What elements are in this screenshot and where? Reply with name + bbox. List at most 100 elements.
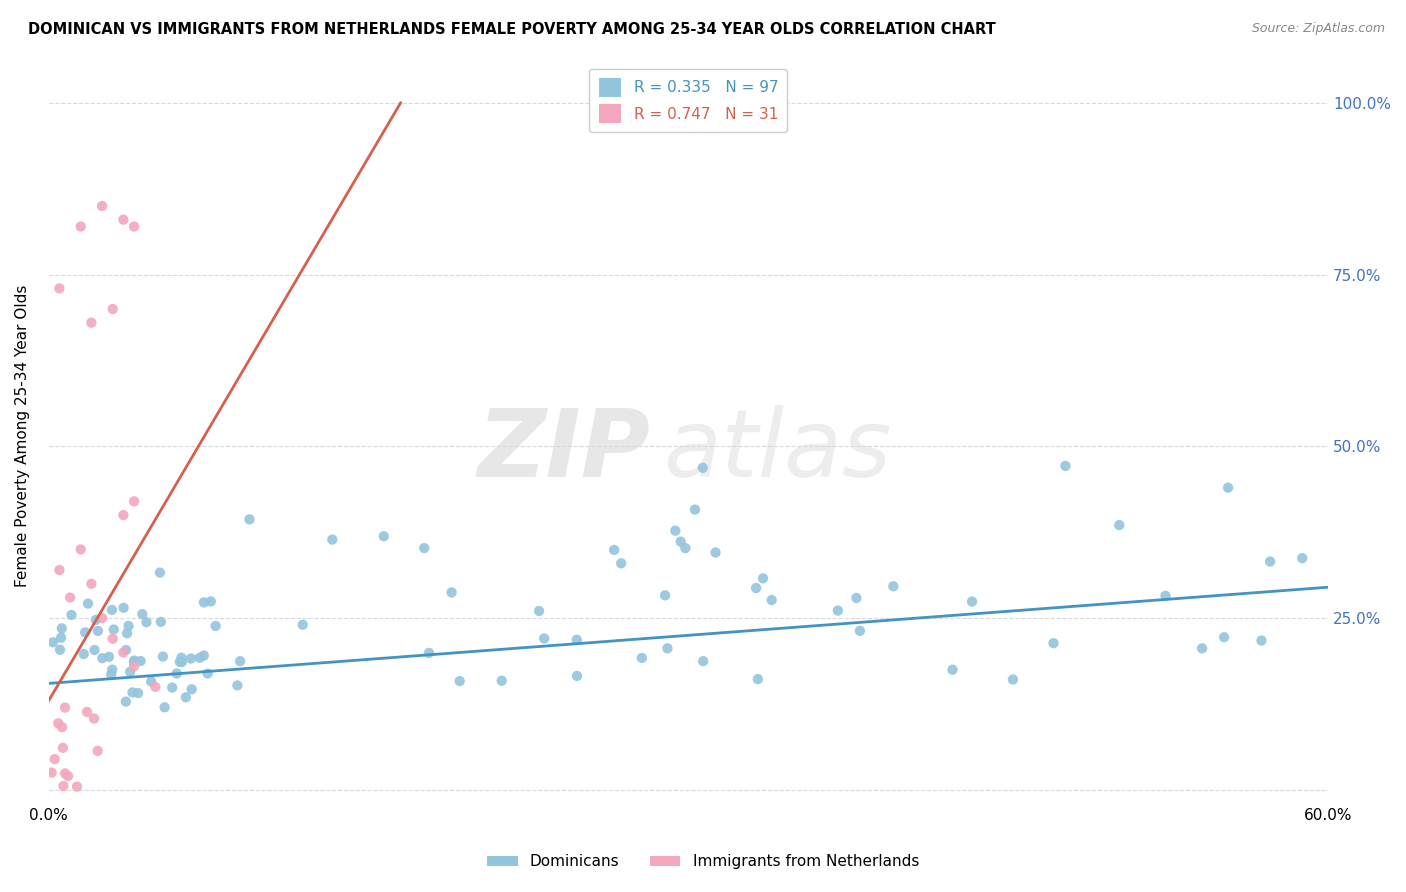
Point — [610, 556, 633, 570]
Point — [112, 600, 135, 615]
Point — [960, 594, 983, 608]
Point — [683, 502, 706, 516]
Text: Source: ZipAtlas.com: Source: ZipAtlas.com — [1251, 22, 1385, 36]
Point — [49, 631, 72, 645]
Point — [197, 666, 219, 681]
Point — [56, 769, 79, 783]
Point — [59, 591, 82, 605]
Point — [122, 655, 145, 669]
Point — [603, 543, 626, 558]
Point — [91, 199, 114, 213]
Point — [238, 512, 260, 526]
Point — [69, 542, 91, 557]
Point — [533, 632, 555, 646]
Point — [1042, 636, 1064, 650]
Point — [66, 780, 89, 794]
Point — [46, 716, 69, 731]
Point — [51, 720, 73, 734]
Point — [84, 613, 107, 627]
Point — [449, 674, 471, 689]
Point — [849, 624, 872, 638]
Point — [692, 654, 714, 668]
Point — [52, 779, 75, 793]
Point — [131, 607, 153, 622]
Point — [1054, 458, 1077, 473]
Point — [122, 494, 145, 508]
Point — [1108, 518, 1130, 533]
Point — [418, 646, 440, 660]
Point — [200, 594, 222, 608]
Point — [80, 316, 103, 330]
Text: ZIP: ZIP — [477, 405, 650, 497]
Point — [491, 673, 513, 688]
Point — [76, 705, 98, 719]
Point — [882, 579, 904, 593]
Point — [321, 533, 343, 547]
Point — [565, 632, 588, 647]
Point — [440, 585, 463, 599]
Point — [752, 571, 775, 585]
Point — [229, 654, 252, 668]
Point — [122, 654, 145, 668]
Legend: R = 0.335   N = 97, R = 0.747   N = 31: R = 0.335 N = 97, R = 0.747 N = 31 — [589, 69, 787, 132]
Point — [1001, 673, 1024, 687]
Point — [1213, 630, 1236, 644]
Point — [664, 524, 686, 538]
Point — [87, 624, 110, 638]
Point — [204, 619, 226, 633]
Point — [941, 663, 963, 677]
Point — [170, 650, 193, 665]
Point — [41, 765, 63, 780]
Point — [373, 529, 395, 543]
Point — [135, 615, 157, 630]
Point — [149, 615, 172, 629]
Point — [1258, 555, 1281, 569]
Point — [100, 667, 122, 681]
Point — [101, 301, 124, 316]
Point — [180, 651, 202, 665]
Point — [75, 625, 97, 640]
Point — [631, 651, 654, 665]
Point — [180, 682, 202, 697]
Point — [112, 212, 135, 227]
Point — [103, 623, 125, 637]
Point — [1154, 589, 1177, 603]
Point — [97, 649, 120, 664]
Point — [49, 642, 72, 657]
Point — [42, 635, 65, 649]
Legend: Dominicans, Immigrants from Netherlands: Dominicans, Immigrants from Netherlands — [481, 848, 925, 875]
Point — [657, 641, 679, 656]
Point — [149, 566, 172, 580]
Point — [73, 647, 96, 661]
Point — [527, 604, 550, 618]
Point — [1191, 641, 1213, 656]
Point — [174, 690, 197, 705]
Point — [127, 686, 149, 700]
Point — [153, 700, 176, 714]
Point — [91, 651, 114, 665]
Point — [291, 617, 314, 632]
Point — [188, 650, 211, 665]
Point — [145, 680, 167, 694]
Point — [101, 632, 124, 646]
Point — [115, 626, 138, 640]
Point — [101, 663, 124, 677]
Point — [704, 545, 727, 559]
Point — [121, 685, 143, 699]
Point — [115, 643, 138, 657]
Text: DOMINICAN VS IMMIGRANTS FROM NETHERLANDS FEMALE POVERTY AMONG 25-34 YEAR OLDS CO: DOMINICAN VS IMMIGRANTS FROM NETHERLANDS… — [28, 22, 995, 37]
Point — [52, 740, 75, 755]
Point — [166, 666, 188, 681]
Point — [122, 659, 145, 673]
Point — [170, 655, 193, 669]
Point — [745, 581, 768, 595]
Point — [101, 603, 124, 617]
Point — [565, 669, 588, 683]
Point — [112, 645, 135, 659]
Point — [77, 597, 100, 611]
Point — [1216, 481, 1239, 495]
Point — [169, 655, 191, 669]
Point — [413, 541, 436, 555]
Point — [193, 595, 215, 609]
Y-axis label: Female Poverty Among 25-34 Year Olds: Female Poverty Among 25-34 Year Olds — [15, 285, 30, 587]
